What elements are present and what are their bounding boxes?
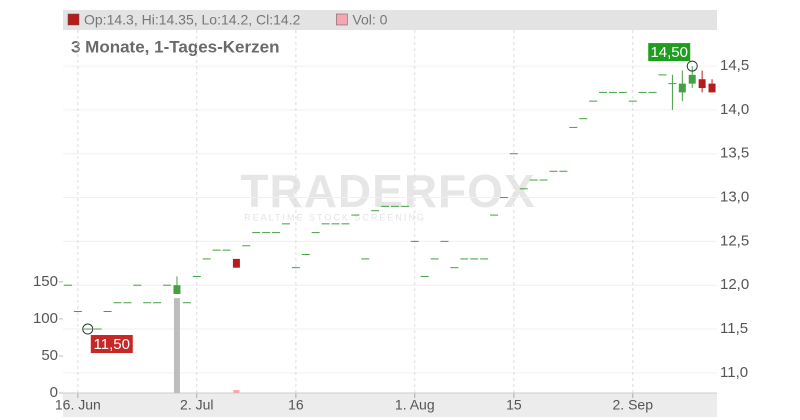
candle-body	[678, 83, 686, 93]
y-tick-label: 12,0	[720, 276, 749, 293]
extreme-label-box	[648, 43, 691, 62]
y-tick-label: 14,0	[720, 101, 749, 118]
candle-body	[698, 79, 706, 89]
extreme-label-box	[90, 335, 133, 354]
legend-swatch	[67, 13, 80, 26]
y-tick-label: 11,0	[720, 364, 748, 381]
x-tick-label: 15	[506, 397, 522, 413]
legend-bar	[63, 10, 717, 30]
chart-subtitle: 3 Monate, 1-Tages-Kerzen	[71, 37, 279, 56]
extreme-marker	[686, 60, 698, 72]
candle-body	[688, 74, 696, 84]
watermark-sub: REALTIME STOCK SCREENING	[244, 212, 426, 222]
legend-text: Vol: 0	[352, 12, 387, 28]
candle-body	[173, 285, 181, 294]
y-tick-label: 11,5	[720, 320, 748, 337]
x-tick-label: 16	[288, 397, 304, 413]
y-tick-label: 14,5	[720, 57, 749, 74]
y2-tick-label: 0	[50, 384, 58, 401]
extreme-label: 14,50	[650, 44, 688, 61]
volume-bar	[233, 390, 240, 393]
y-tick-label: 12,5	[720, 232, 749, 249]
extreme-marker	[82, 323, 94, 335]
legend-swatch	[336, 13, 348, 26]
x-axis-band	[63, 393, 717, 417]
x-tick-label: 1. Aug	[395, 397, 435, 413]
candle-body	[232, 258, 240, 268]
y-tick-label: 13,0	[720, 189, 749, 206]
y-tick-label: 13,5	[720, 145, 749, 162]
extreme-label: 11,50	[94, 336, 130, 353]
watermark: TRADERFOX	[240, 165, 535, 217]
volume-bar	[173, 298, 180, 393]
x-tick-label: 2. Sep	[613, 397, 654, 413]
y2-tick-label: 50	[41, 347, 58, 364]
candle-body	[708, 83, 716, 93]
y2-tick-label: 100	[33, 310, 58, 327]
y2-tick-label: 150	[33, 273, 58, 290]
x-tick-label: 16. Jun	[55, 397, 101, 413]
x-tick-label: 2. Jul	[180, 397, 213, 413]
legend-text: Op:14.3, Hi:14.35, Lo:14.2, Cl:14.2	[84, 12, 301, 28]
